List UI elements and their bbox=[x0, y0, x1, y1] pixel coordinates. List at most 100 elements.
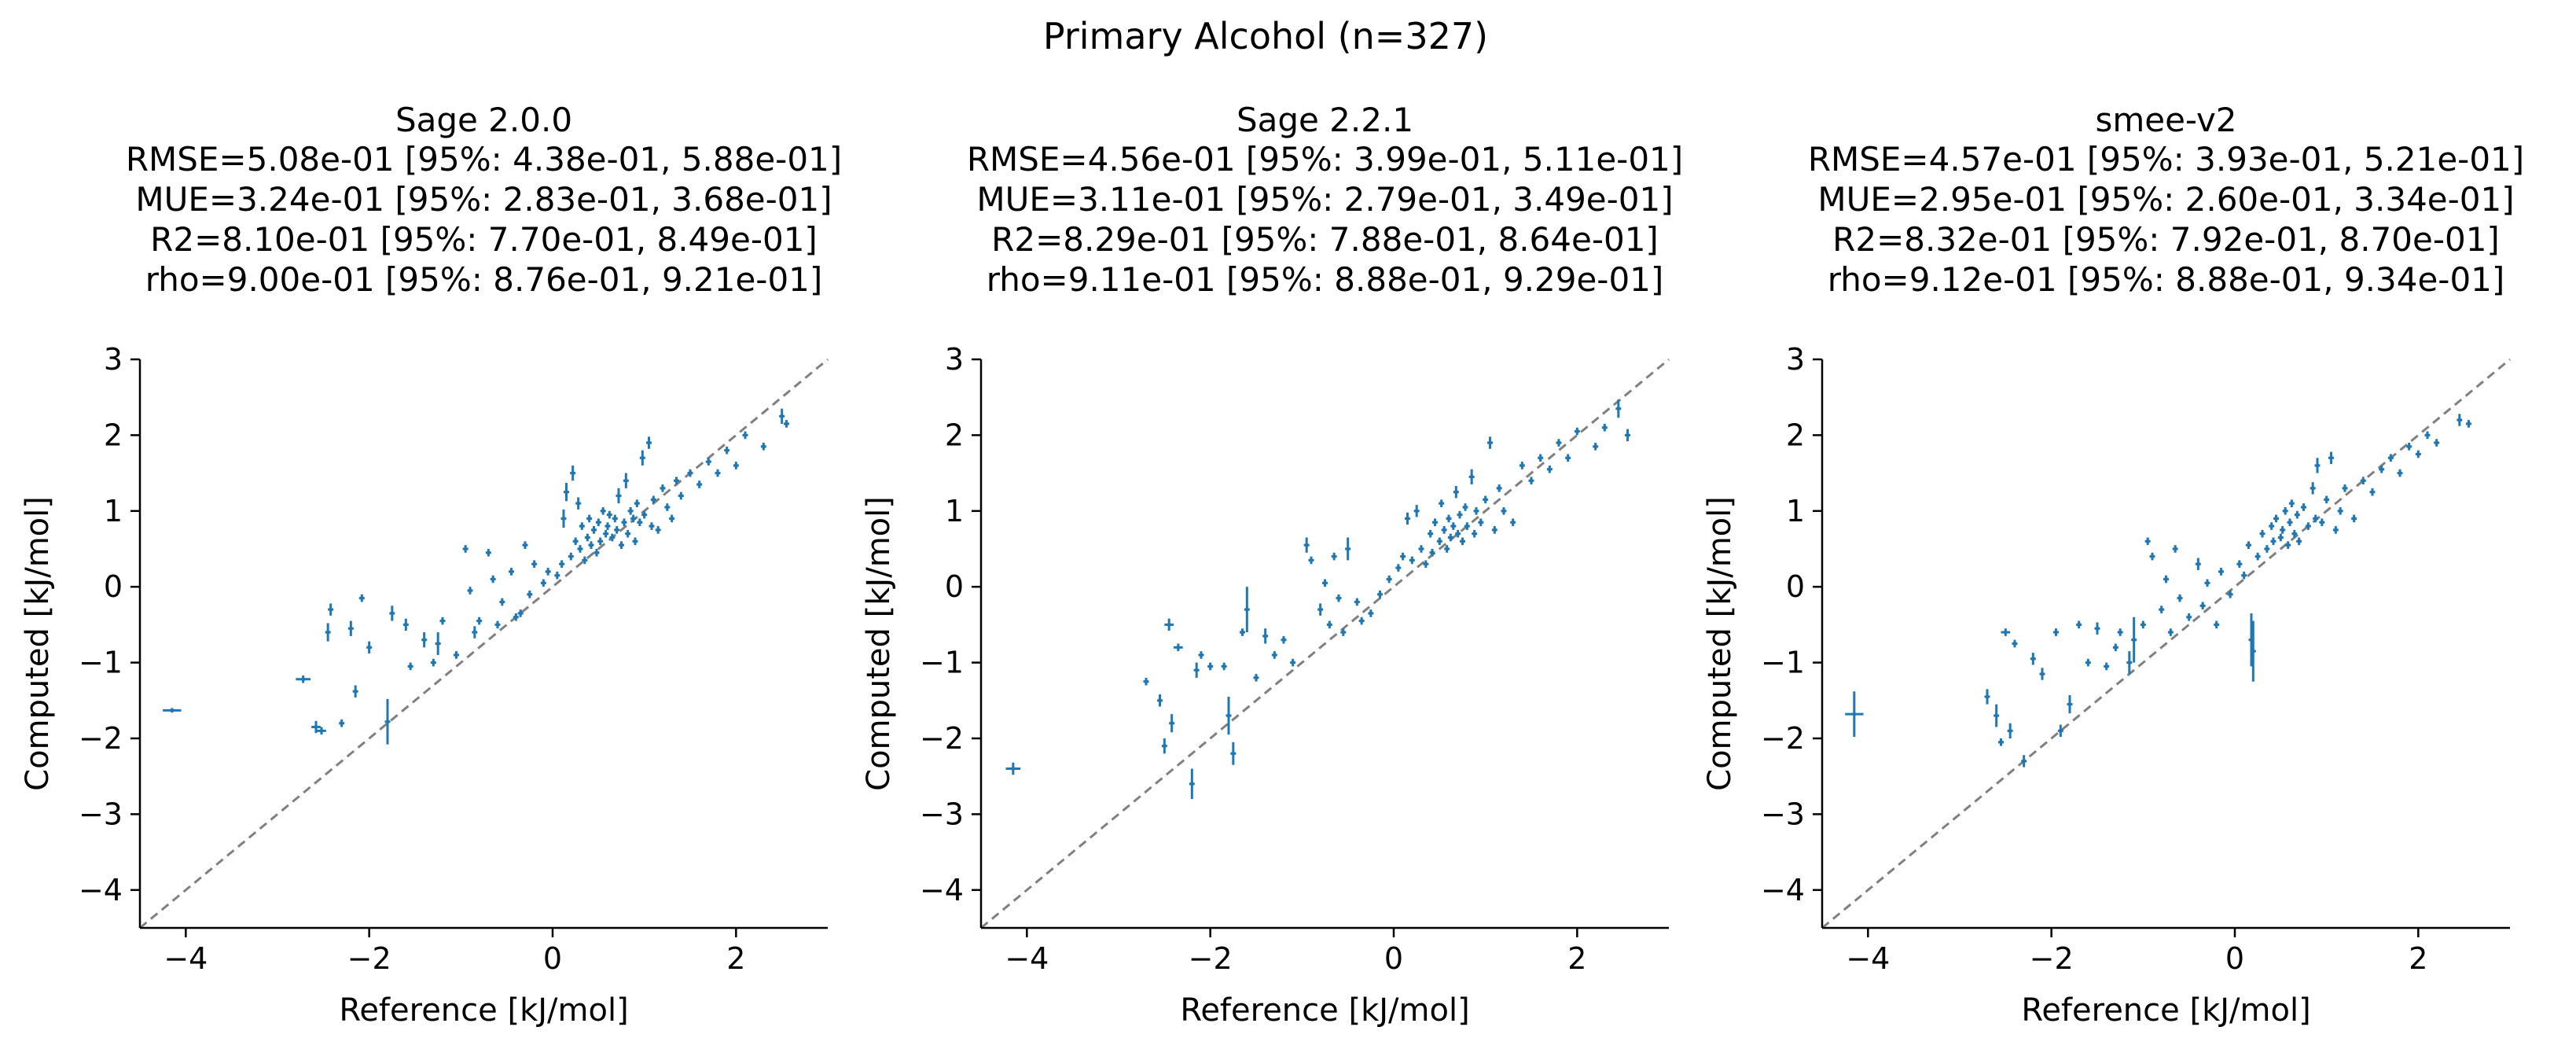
point-marker bbox=[1428, 532, 1433, 536]
data-point bbox=[531, 560, 538, 569]
data-point bbox=[2177, 594, 2183, 602]
data-point bbox=[588, 541, 594, 549]
point-marker bbox=[2205, 580, 2210, 585]
panel-stat-line: RMSE=4.57e-01 [95%: 3.93e-01, 5.21e-01] bbox=[1808, 140, 2524, 179]
point-marker bbox=[631, 516, 636, 521]
data-point bbox=[2314, 458, 2321, 473]
x-tick-label: −4 bbox=[1846, 941, 1890, 976]
point-marker bbox=[647, 440, 651, 445]
data-point bbox=[2288, 499, 2295, 507]
data-point bbox=[2379, 465, 2385, 473]
data-point bbox=[1174, 643, 1183, 652]
data-point bbox=[609, 533, 616, 542]
data-point bbox=[384, 698, 391, 745]
y-tick-label: −3 bbox=[1761, 797, 1805, 831]
data-point bbox=[696, 480, 703, 488]
data-point bbox=[389, 605, 395, 621]
point-marker bbox=[706, 459, 711, 464]
data-point bbox=[560, 509, 567, 528]
data-point bbox=[1441, 526, 1447, 534]
data-point bbox=[1409, 556, 1415, 565]
data-point bbox=[2282, 506, 2288, 515]
point-marker bbox=[610, 536, 615, 540]
point-marker bbox=[582, 558, 587, 562]
point-marker bbox=[674, 478, 678, 483]
point-marker bbox=[1501, 509, 1506, 513]
point-marker bbox=[1497, 486, 1501, 491]
point-marker bbox=[2067, 702, 2072, 707]
point-marker bbox=[1616, 407, 1621, 411]
point-marker bbox=[1369, 611, 1373, 616]
point-marker bbox=[2286, 543, 2291, 547]
data-point bbox=[1593, 443, 1599, 451]
data-point bbox=[660, 484, 666, 492]
data-point bbox=[1528, 477, 1534, 485]
data-point bbox=[733, 462, 739, 469]
data-point bbox=[1468, 469, 1475, 485]
point-marker bbox=[1439, 501, 1444, 506]
point-marker bbox=[725, 448, 729, 453]
x-tick-label: −2 bbox=[2030, 941, 2074, 976]
point-marker bbox=[2242, 573, 2247, 578]
point-marker bbox=[638, 520, 642, 524]
point-marker bbox=[1414, 509, 1419, 513]
point-marker bbox=[1566, 455, 1571, 460]
point-marker bbox=[1419, 547, 1424, 551]
data-point bbox=[2313, 514, 2319, 523]
x-tick-label: 2 bbox=[726, 941, 745, 976]
point-marker bbox=[1511, 520, 1516, 524]
point-marker bbox=[1406, 516, 1409, 521]
data-point bbox=[600, 506, 606, 515]
data-point bbox=[2397, 469, 2403, 477]
data-point bbox=[2277, 533, 2284, 542]
point-marker bbox=[325, 630, 330, 635]
data-point bbox=[2342, 484, 2348, 492]
data-point bbox=[2280, 526, 2286, 534]
y-tick-label: 2 bbox=[104, 418, 123, 452]
data-point bbox=[2269, 522, 2275, 530]
point-marker bbox=[319, 728, 324, 733]
point-marker bbox=[1318, 607, 1323, 612]
point-marker bbox=[579, 524, 584, 528]
point-marker bbox=[523, 543, 527, 547]
data-point bbox=[296, 675, 311, 683]
data-point bbox=[2007, 723, 2013, 738]
point-marker bbox=[1472, 532, 1477, 536]
data-point bbox=[1271, 651, 1277, 659]
data-point bbox=[163, 708, 182, 713]
point-marker bbox=[2398, 471, 2402, 476]
data-point bbox=[2131, 617, 2137, 663]
point-marker bbox=[592, 528, 596, 532]
point-marker bbox=[622, 520, 627, 524]
point-marker bbox=[589, 543, 593, 547]
point-marker bbox=[642, 513, 647, 517]
point-marker bbox=[2280, 528, 2285, 532]
data-point bbox=[509, 568, 514, 576]
point-marker bbox=[2077, 622, 2082, 627]
point-marker bbox=[1985, 694, 1990, 699]
point-marker bbox=[656, 528, 660, 532]
data-point bbox=[669, 514, 675, 523]
data-point bbox=[742, 431, 748, 440]
data-point bbox=[564, 483, 569, 502]
point-marker bbox=[1575, 429, 1579, 434]
data-point bbox=[2030, 653, 2036, 665]
data-point bbox=[1491, 526, 1497, 534]
point-marker bbox=[2271, 539, 2276, 543]
point-marker bbox=[785, 421, 788, 426]
y-tick-label: 1 bbox=[945, 494, 964, 528]
point-marker bbox=[2278, 536, 2283, 540]
point-marker bbox=[2187, 615, 2192, 620]
point-marker bbox=[463, 547, 468, 551]
data-point bbox=[1354, 598, 1360, 606]
data-point bbox=[2466, 420, 2471, 428]
point-marker bbox=[615, 528, 619, 532]
point-marker bbox=[170, 708, 175, 712]
point-marker bbox=[2306, 524, 2310, 528]
data-point bbox=[1574, 427, 1580, 436]
point-marker bbox=[2054, 630, 2058, 635]
data-point bbox=[2186, 613, 2192, 621]
data-point bbox=[1432, 518, 1438, 527]
